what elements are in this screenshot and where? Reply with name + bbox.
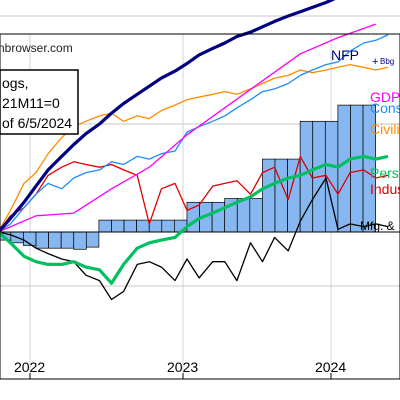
- legend-line-2: 21M11=0: [2, 95, 60, 111]
- bar: [123, 219, 137, 233]
- bar: [98, 219, 112, 233]
- series-line-nfp: [0, 0, 336, 233]
- bar: [73, 231, 87, 250]
- label-cons: Cons: [370, 100, 400, 116]
- bar: [85, 231, 100, 248]
- bar: [350, 104, 364, 233]
- label-gdp: GDP: [370, 89, 400, 105]
- series-line-mfg: [0, 177, 389, 301]
- line-layer: [0, 0, 389, 301]
- bar: [148, 219, 163, 233]
- bar: [136, 219, 150, 233]
- label-indus: Indus: [370, 181, 400, 197]
- x-axis: 2022 2023 2024: [14, 359, 346, 379]
- series-line-gdp: [0, 23, 377, 232]
- bar: [337, 104, 351, 233]
- x-tick-label-2022: 2022: [14, 359, 45, 375]
- series-line-cons: [0, 34, 389, 232]
- bar-layer: [0, 104, 400, 250]
- bar: [60, 231, 75, 249]
- bar: [48, 231, 62, 249]
- label-civili: Civili: [370, 121, 400, 137]
- bar: [236, 198, 251, 233]
- bar: [161, 219, 175, 233]
- bbg-marker: +: [372, 56, 378, 68]
- legend-box: ogs, 21M11=0 of 6/5/2024: [0, 69, 79, 135]
- bar: [186, 201, 200, 233]
- legend-line-1: ogs,: [2, 75, 28, 91]
- series-line-civili: [0, 63, 389, 231]
- series-line-perso: [0, 154, 389, 285]
- label-nfp: NFP: [331, 47, 359, 63]
- bar: [299, 120, 314, 233]
- bar: [35, 231, 49, 249]
- plot-frame: [0, 33, 400, 380]
- bar: [111, 219, 125, 233]
- legend-line-3: of 6/5/2024: [2, 115, 72, 131]
- bar: [274, 158, 288, 233]
- source-text: nbrowser.com: [0, 41, 73, 55]
- bar: [211, 201, 226, 233]
- label-perso: Perso: [370, 165, 400, 181]
- x-tick-label-2024: 2024: [315, 359, 346, 375]
- series-line-indus: [0, 155, 389, 231]
- bar: [249, 198, 263, 233]
- label-mfg: Mfg. &: [360, 219, 395, 233]
- label-bbg: Bbg: [380, 57, 394, 66]
- x-tick-label-2023: 2023: [167, 359, 198, 375]
